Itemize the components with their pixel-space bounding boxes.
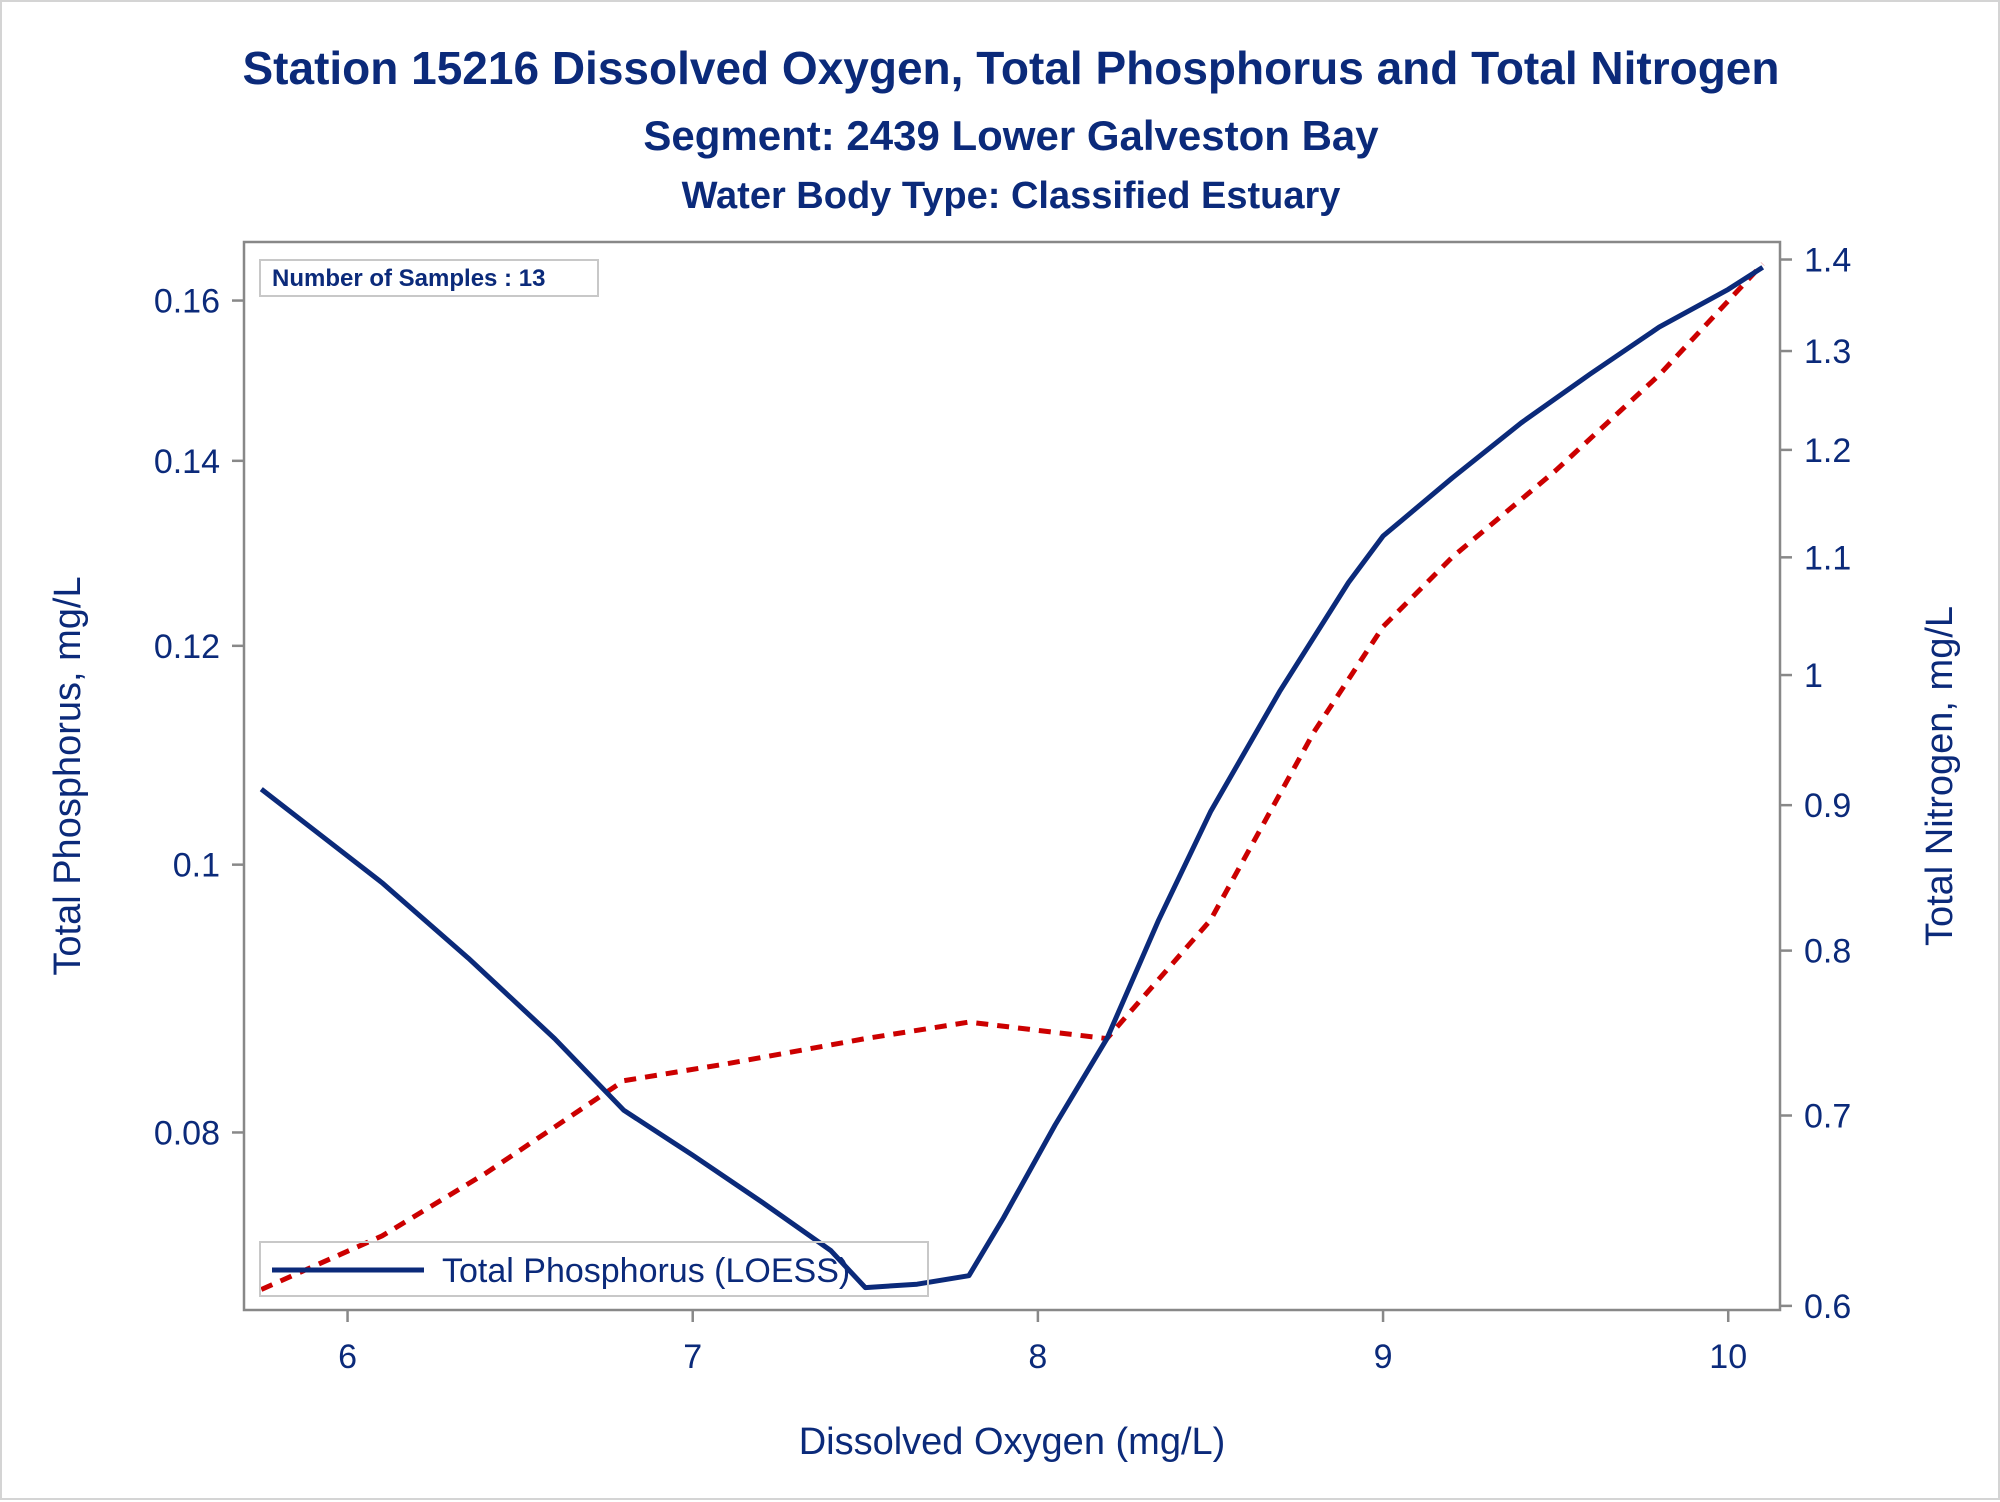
y-left-tick-label: 0.12 [154, 628, 220, 666]
x-tick-label: 6 [338, 1338, 357, 1376]
x-axis: 6 7 8 9 10 [338, 1310, 1747, 1376]
x-axis-label: Dissolved Oxygen (mg/L) [799, 1421, 1226, 1463]
y-right-tick-label: 1.1 [1804, 539, 1851, 577]
y-left-tick-label: 0.16 [154, 283, 220, 321]
x-tick-label: 8 [1028, 1338, 1047, 1376]
y-right-tick-label: 0.6 [1804, 1288, 1851, 1326]
x-tick-label: 7 [683, 1338, 702, 1376]
y-right-tick-label: 1.2 [1804, 432, 1851, 470]
sample-count-text: Number of Samples : 13 [272, 265, 545, 292]
y-right-tick-label: 0.9 [1804, 787, 1851, 825]
sample-count-box [259, 259, 599, 297]
y-axis-right-label: Total Nitrogen, mg/L [1919, 606, 1961, 946]
y-left-tick-label: 0.1 [173, 847, 220, 885]
y-left-tick-label: 0.08 [154, 1114, 220, 1152]
legend-box [259, 1241, 929, 1297]
x-tick-label: 9 [1374, 1338, 1393, 1376]
series-line-total-nitrogen [260, 262, 1765, 1292]
legend-label-total-phosphorus: Total Phosphorus (LOESS) [442, 1252, 850, 1290]
y-right-tick-label: 1.3 [1804, 333, 1851, 371]
y-axis-left: 0.08 0.1 0.12 0.14 0.16 [154, 283, 244, 1152]
x-tick-label: 10 [1709, 1338, 1747, 1376]
chart-subtitle: Segment: 2439 Lower Galveston Bay [643, 112, 1379, 159]
series-layer [259, 262, 1765, 1292]
y-right-tick-label: 0.8 [1804, 933, 1851, 971]
y-right-tick-label: 0.7 [1804, 1098, 1851, 1136]
y-right-tick-label: 1 [1804, 657, 1823, 695]
y-right-tick-label: 1.4 [1804, 242, 1851, 280]
y-axis-right: 0.6 0.7 0.8 0.9 1 1.1 1.2 1.3 1.4 [1780, 242, 1851, 1326]
y-left-tick-label: 0.14 [154, 443, 220, 481]
chart-title: Station 15216 Dissolved Oxygen, Total Ph… [242, 42, 1779, 94]
chart-subtitle-2: Water Body Type: Classified Estuary [682, 175, 1341, 217]
legend: Total Phosphorus (LOESS) [259, 1241, 929, 1297]
plot-area [242, 240, 1782, 1312]
y-axis-left-label: Total Phosphorus, mg/L [47, 576, 89, 975]
series-line-total-phosphorus [259, 265, 1765, 1291]
